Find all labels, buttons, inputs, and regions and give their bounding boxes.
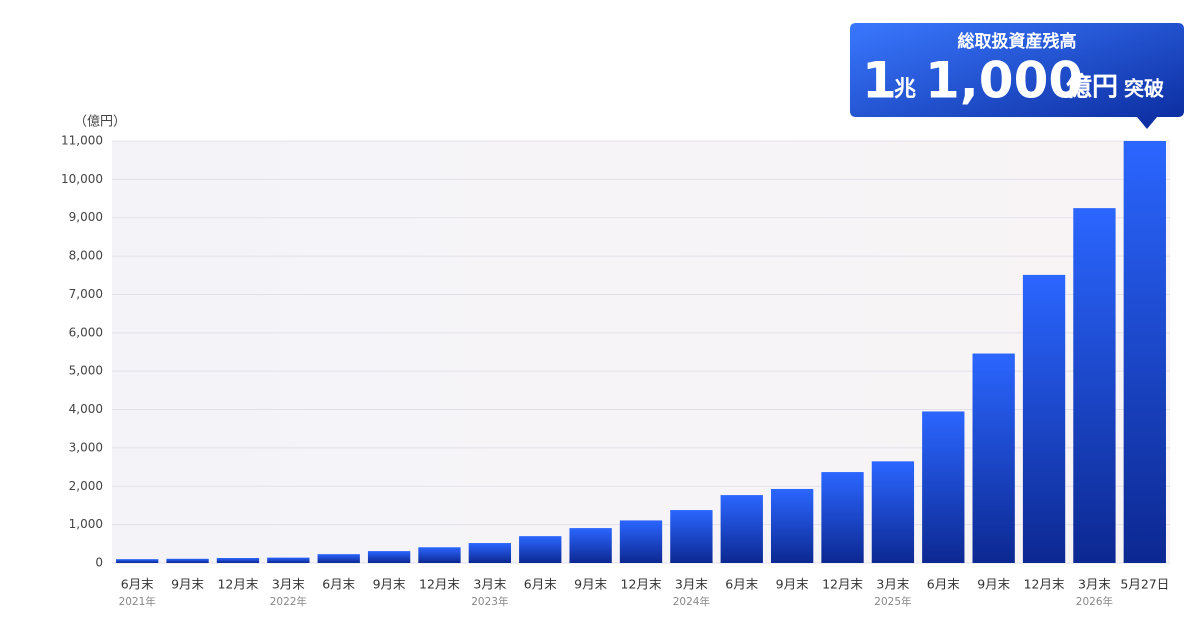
x-tick-label: 9月末 (171, 577, 204, 592)
x-tick-label: 12月末 (1024, 577, 1065, 592)
y-tick-label: 4,000 (69, 402, 103, 416)
x-year-label: 2025年 (874, 595, 911, 608)
x-tick-label: 3月末 (675, 577, 708, 592)
bar (367, 551, 411, 563)
y-axis-label: （億円） (74, 114, 126, 130)
bar (1123, 141, 1166, 563)
x-year-label: 2026年 (1076, 595, 1113, 608)
bar (317, 554, 360, 563)
bar (972, 353, 1015, 563)
y-tick-label: 7,000 (69, 287, 103, 301)
callout-unit: 億円 (1066, 73, 1118, 103)
callout-text: 突破 (1124, 77, 1164, 101)
bar (267, 557, 310, 563)
callout-title: 総取扱資産残高 (958, 31, 1077, 52)
x-tick-label: 9月末 (977, 577, 1010, 592)
x-tick-label: 3月末 (473, 577, 506, 592)
bar (166, 558, 209, 563)
x-tick-label: 3月末 (1078, 577, 1111, 592)
x-tick-label: 3月末 (876, 577, 909, 592)
x-year-label: 2021年 (119, 595, 156, 608)
bar (468, 543, 512, 563)
y-tick-label: 10,000 (61, 172, 103, 186)
callout-unit: 兆 (894, 77, 916, 102)
bar (116, 559, 159, 563)
y-tick-label: 6,000 (69, 325, 103, 339)
y-tick-label: 2,000 (69, 479, 103, 493)
y-tick-label: 11,000 (61, 134, 103, 148)
callout-number: 1,000 (925, 52, 1083, 110)
bar (922, 411, 965, 563)
x-tick-label: 6月末 (121, 577, 154, 592)
x-tick-label: 6月末 (322, 577, 355, 592)
bar (619, 520, 663, 563)
y-tick-label: 5,000 (69, 364, 103, 378)
bar (821, 472, 864, 563)
bar (670, 510, 713, 563)
x-tick-label: 9月末 (373, 577, 406, 592)
x-tick-label: 9月末 (776, 577, 809, 592)
x-tick-label: 12月末 (621, 577, 662, 592)
bar (1073, 208, 1116, 564)
y-tick-label: 3,000 (69, 440, 103, 454)
x-year-label: 2024年 (673, 595, 710, 608)
bar (770, 488, 814, 563)
x-tick-label: 3月末 (272, 577, 305, 592)
bar (720, 495, 763, 563)
bar (519, 536, 562, 563)
bar (1022, 274, 1066, 563)
x-tick-label: 6月末 (725, 577, 758, 592)
y-tick-label: 1,000 (69, 517, 103, 531)
callout-number: 1 (862, 52, 897, 110)
callout-box (850, 23, 1184, 129)
bar (216, 558, 260, 563)
bar (418, 547, 461, 563)
x-year-label: 2022年 (270, 595, 307, 608)
x-tick-label: 6月末 (927, 577, 960, 592)
bar (569, 528, 612, 563)
x-year-label: 2023年 (471, 595, 508, 608)
x-tick-label: 12月末 (419, 577, 460, 592)
bar (871, 461, 915, 563)
y-tick-label: 8,000 (69, 249, 103, 263)
callout: 総取扱資産残高 1 兆 1,000 億円 突破 (850, 23, 1184, 129)
y-tick-label: 0 (95, 556, 103, 570)
x-tick-label: 12月末 (217, 577, 258, 592)
x-tick-label: 12月末 (822, 577, 863, 592)
x-tick-label: 6月末 (524, 577, 557, 592)
x-tick-label: 5月27日 (1120, 577, 1169, 592)
x-tick-label: 9月末 (574, 577, 607, 592)
y-tick-label: 9,000 (69, 210, 103, 224)
